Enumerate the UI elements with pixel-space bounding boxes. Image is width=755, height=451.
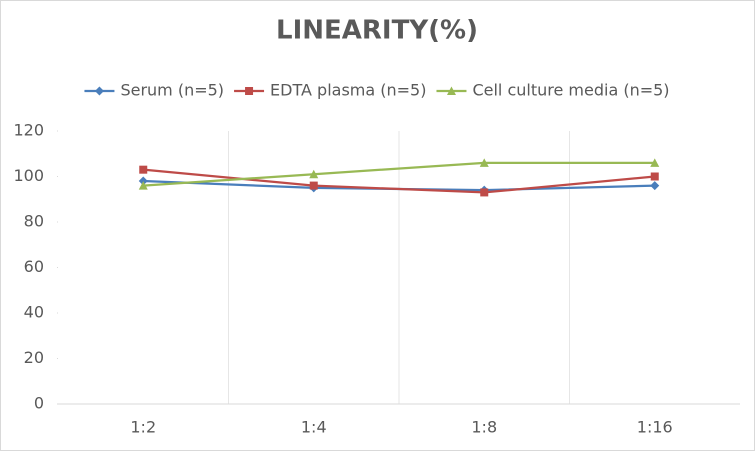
series-line bbox=[143, 168, 655, 194]
marker bbox=[480, 188, 489, 197]
legend-label: EDTA plasma (n=5) bbox=[270, 81, 426, 100]
marker bbox=[94, 86, 104, 96]
x-tick-label: 1:16 bbox=[637, 418, 673, 437]
y-tick-label: 40 bbox=[24, 303, 44, 322]
y-tick-label: 80 bbox=[24, 212, 44, 231]
series-line bbox=[143, 161, 655, 187]
marker bbox=[446, 86, 456, 95]
marker bbox=[650, 172, 659, 181]
y-tick-label: 100 bbox=[13, 166, 44, 185]
x-tick-label: 1:2 bbox=[130, 418, 156, 437]
chart-title: LINEARITY(%) bbox=[276, 16, 478, 46]
y-tick-label: 20 bbox=[24, 348, 44, 367]
y-tick-label: 0 bbox=[34, 394, 44, 413]
marker bbox=[309, 169, 319, 179]
marker bbox=[138, 176, 148, 186]
marker bbox=[479, 158, 489, 167]
x-tick-label: 1:8 bbox=[471, 418, 497, 437]
marker bbox=[309, 181, 318, 190]
y-tick-label: 60 bbox=[24, 257, 44, 276]
marker bbox=[650, 158, 660, 167]
marker bbox=[138, 181, 148, 190]
legend-label: Cell culture media (n=5) bbox=[472, 81, 669, 100]
marker bbox=[139, 165, 148, 174]
marker bbox=[245, 87, 254, 95]
legend-label: Serum (n=5) bbox=[120, 81, 224, 100]
y-tick-label: 120 bbox=[13, 121, 44, 140]
marker bbox=[650, 181, 660, 191]
x-tick-label: 1:4 bbox=[301, 418, 327, 437]
